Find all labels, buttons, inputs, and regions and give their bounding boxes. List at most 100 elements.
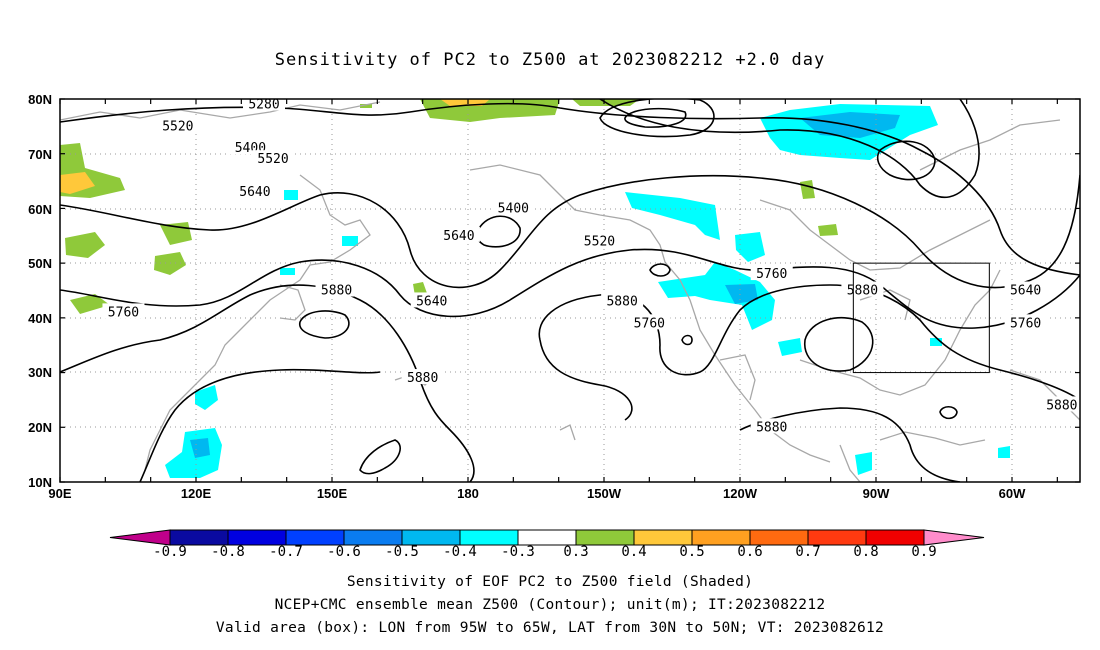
caption-line-2: NCEP+CMC ensemble mean Z500 (Contour); u… xyxy=(274,597,826,613)
coastline xyxy=(839,444,861,482)
lat-label-80n: 80N xyxy=(28,92,52,107)
contour-label-bg xyxy=(1004,281,1047,297)
contour-label-bg xyxy=(750,418,793,434)
coastline xyxy=(144,174,371,471)
contour-label: 5880 xyxy=(321,284,352,299)
colorbar xyxy=(109,529,985,546)
shade-negative xyxy=(658,262,775,330)
contour-label-bg xyxy=(315,281,358,297)
colorbar-swatch xyxy=(401,529,461,546)
contour-label-bg xyxy=(401,369,444,385)
colorbar-label: 0.4 xyxy=(621,544,646,560)
colorbar-swatch xyxy=(575,529,635,546)
lon-label-90e: 90E xyxy=(48,486,71,501)
contour-label: 5640 xyxy=(443,229,474,244)
axis-ticks xyxy=(59,98,1080,483)
contour-label: 5520 xyxy=(584,234,615,249)
colorbar-label: -0.4 xyxy=(443,544,477,560)
colorbar-labels: -0.9 -0.8 -0.7 -0.6 -0.5 -0.4 -0.3 0.3 0… xyxy=(153,544,937,560)
contour-5520 xyxy=(60,102,1080,276)
colorbar-swatch xyxy=(517,529,577,546)
contour-label: 5760 xyxy=(108,305,139,320)
colorbar-swatch xyxy=(807,529,867,546)
colorbar-swatch xyxy=(169,529,229,546)
shade-negative xyxy=(165,428,222,478)
contour-label-bg xyxy=(156,117,199,133)
colorbar-label: 0.6 xyxy=(737,544,762,560)
colorbar-swatch xyxy=(459,529,519,546)
contour-label-bg xyxy=(252,150,295,166)
contour-5400 xyxy=(599,99,980,199)
colorbar-label: -0.3 xyxy=(501,544,535,560)
colorbar-label: 0.9 xyxy=(911,544,936,560)
contour-label: 5760 xyxy=(756,267,787,282)
plot-frame xyxy=(59,98,1081,483)
contour-5760 xyxy=(60,248,1080,329)
lat-label-50n: 50N xyxy=(28,256,52,271)
shade-positive xyxy=(70,294,110,314)
contour-label: 5400 xyxy=(498,201,529,216)
lat-label-70n: 70N xyxy=(28,147,52,162)
contour-label-bg xyxy=(628,314,671,330)
contour-5400-inner xyxy=(876,140,936,181)
colorbar-label: -0.6 xyxy=(327,544,361,560)
contour-5640-ring xyxy=(475,215,521,248)
contour-label-bg xyxy=(102,303,145,319)
colorbar-label: 0.8 xyxy=(853,544,878,560)
contour-label-bg xyxy=(410,292,453,308)
lon-axis: 90E 120E 150E 180 150W 120W 90W 60W xyxy=(48,486,1026,501)
caption-line-1: Sensitivity of EOF PC2 to Z500 field (Sh… xyxy=(346,574,754,590)
contour-5880-west xyxy=(139,368,381,482)
colorbar-swatch xyxy=(285,529,345,546)
contour-label: 5640 xyxy=(1010,284,1041,299)
contour-5880-ring xyxy=(299,310,350,339)
coastline xyxy=(60,101,381,121)
colorbar-label: 0.7 xyxy=(795,544,820,560)
colorbar-swatch xyxy=(749,529,809,546)
shade-positive xyxy=(65,232,105,258)
colorbar-swatch xyxy=(633,529,693,546)
contour-5880-south xyxy=(539,339,633,421)
colorbar-swatch xyxy=(227,529,287,546)
colorbar-label: -0.7 xyxy=(269,544,303,560)
shade-negative xyxy=(998,446,1010,458)
lon-label-120w: 120W xyxy=(723,486,758,501)
coastline-layer xyxy=(60,101,1080,482)
lat-label-40n: 40N xyxy=(28,311,52,326)
contour-label: 5880 xyxy=(407,371,438,386)
lat-label-20n: 20N xyxy=(28,420,52,435)
contour-5880-small xyxy=(681,334,693,346)
shade-negative xyxy=(280,268,295,275)
contour-5880-ring2 xyxy=(804,316,874,372)
shade-negative xyxy=(195,385,218,410)
lon-label-90w: 90W xyxy=(863,486,890,501)
coastline xyxy=(919,119,1061,171)
contour-5640-small xyxy=(649,263,671,277)
contour-label-bg xyxy=(233,183,276,199)
contour-label-bg xyxy=(437,226,480,242)
lat-label-10n: 10N xyxy=(28,475,52,490)
shade-negative xyxy=(725,284,758,304)
contour-label: 5880 xyxy=(606,294,637,309)
shade-negative xyxy=(735,232,765,262)
contour-label: 5880 xyxy=(1046,398,1077,413)
contour-5880-ring4 xyxy=(359,439,401,475)
shade-positive xyxy=(420,99,560,122)
lon-label-180: 180 xyxy=(457,486,479,501)
contour-label-bg xyxy=(578,232,621,248)
lon-label-120e: 120E xyxy=(181,486,212,501)
contour-label: 5880 xyxy=(756,420,787,435)
contour-label: 5640 xyxy=(416,294,447,309)
contour-label: 5280 xyxy=(248,97,279,112)
shade-negative xyxy=(625,192,720,240)
contour-label: 5520 xyxy=(257,152,288,167)
contour-5880-lower xyxy=(739,407,961,482)
lat-axis: 80N 70N 60N 50N 40N 30N 20N 10N xyxy=(28,92,52,490)
contour-label: 5520 xyxy=(162,119,193,134)
colorbar-swatch xyxy=(343,529,403,546)
contour-label: 5760 xyxy=(1010,316,1041,331)
contour-5280 xyxy=(599,99,715,138)
contour-label-bg xyxy=(841,281,884,297)
contour-label-bg xyxy=(492,199,535,215)
lat-label-60n: 60N xyxy=(28,202,52,217)
